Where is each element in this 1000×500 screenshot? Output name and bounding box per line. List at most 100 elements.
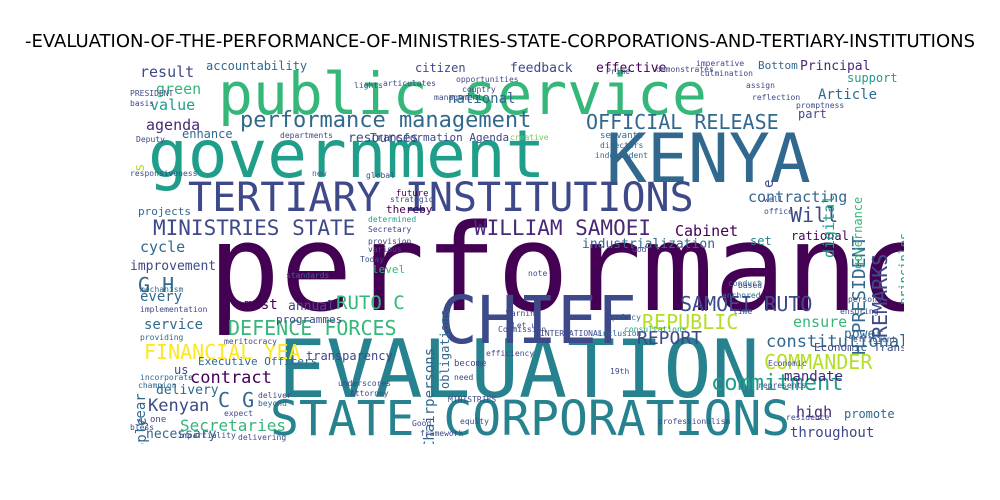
word-feedback: feedback [510,61,573,76]
word-impartiality: impartiality [178,431,236,440]
word-demonstrates: demonstrates [656,65,714,74]
word-result: result [140,63,195,81]
word-country: country [462,85,496,94]
word-new: new [312,169,327,178]
word-ruto-c: RUTO C [336,292,405,314]
word-economic-transformation: Economic Transformation [814,341,904,354]
word-efficiency: efficiency [486,349,535,358]
word-ministries-state: MINISTRIES STATE [153,216,356,240]
word-economic: Economic [768,359,807,368]
word-global: global [366,171,395,180]
word-agenda: agenda [146,116,201,134]
word-principles: principles [897,232,904,305]
word-contract: contract [190,368,272,388]
word-delivering: delivering [238,433,287,442]
word-must: must [244,297,278,313]
word-bottom: Bottom [758,60,798,72]
word-government: government [148,116,546,193]
word-anchored: anchored [722,291,761,300]
word-provision: provision [368,237,412,246]
word-power: power [844,327,884,342]
word-persons: persons [848,295,882,304]
word-international: INTERNATIONAL [540,329,603,338]
word-part: part [798,107,827,121]
word-19th: 19th [610,367,630,376]
word-green: green [156,80,202,98]
word-level: level [372,263,406,276]
word-commander: COMMANDER [764,350,873,374]
word-will: Will [790,203,839,227]
word-commission: Commission [498,325,547,334]
word-executive-officers: Executive Officers [198,355,318,368]
word-independent: independent [595,151,648,160]
word-note: note [528,269,548,278]
word-represents: represents [758,381,807,390]
word-ensuring: ensuring [840,307,879,316]
word-underscores: underscores [338,379,391,388]
word-e: e [761,179,777,188]
word-evaluation: EVALUATION [278,323,760,416]
word-governance: governance [851,196,865,269]
figure-title: -EVALUATION-OF-THE-PERFORMANCE-OF-MINIST… [24,31,976,52]
word-residence: residence [786,413,830,422]
word-champion: champion [138,381,177,390]
word-various: various [368,245,402,254]
word-determined: determined [368,215,417,224]
word-defence-forces: DEFENCE FORCES [228,316,397,340]
word-rational: rational [791,229,849,243]
word-expect: expect [224,409,253,418]
word-basis: basis [130,99,155,108]
word-obligations: obligations [438,309,452,389]
word-creative: creative [510,133,549,142]
word-god: God [632,245,647,254]
word-efficient: efficient [853,335,897,344]
word-thereby: thereby [386,203,433,216]
word-consultations: consultations [624,325,687,334]
word-servants: servants [600,131,644,141]
word-today: Today [360,255,385,264]
word-set: set [750,234,772,248]
word-tertiary-institutions: TERTIARY INSTITUTIONS [188,175,694,221]
word-official-release: OFFICIAL RELEASE [586,110,779,134]
word-republic: REPUBLIC [642,310,739,334]
word-citizen: citizen [415,61,466,75]
word-office: office [764,207,793,216]
word-providing: providing [140,333,184,342]
word-lights: lights [354,81,383,90]
word-c-g: C G [218,388,255,412]
word-beyond: beyond [258,399,287,408]
word-transformation-agenda: Transformation Agenda [370,131,510,144]
word-accountability: accountability [206,60,308,73]
word-directors: directors [600,141,644,150]
word-ministries: MINISTRIES [448,395,497,404]
word-future: future [396,189,429,199]
word-g-h: G H [138,273,175,297]
word-high: high [796,403,833,421]
word-policy: policy [612,313,641,322]
word-time: time [733,307,753,316]
word-ensure: ensure [793,313,848,331]
word-kenya: KENYA [606,120,811,199]
word-departments: departments [280,131,333,140]
word-secretary: Secretary [368,225,412,234]
word-support: support [847,71,898,85]
word-well: well [764,195,784,204]
word-principal: Principal [800,60,871,74]
word-samoei-ruto: SAMOEI RUTO [680,292,813,316]
word-need: need [454,373,474,382]
word-meritocracy: meritocracy [224,337,277,346]
word-financial-yea: FINANCIAL YEA [144,340,301,364]
word-one: one [150,415,167,425]
word-reflection: reflection [752,93,801,102]
word-effective: effective [596,61,667,76]
word-imperative: imperative [696,60,745,68]
word-culmination: culmination [700,69,753,78]
word-public-service: public service [218,60,707,128]
word-let-us: Let us [512,321,541,330]
word-strategic: strategic [390,195,434,204]
word-warning: Warning [506,309,540,318]
word-resources: resources [348,131,419,146]
word-enhance: enhance [182,127,233,141]
word-good: Good [412,419,432,428]
